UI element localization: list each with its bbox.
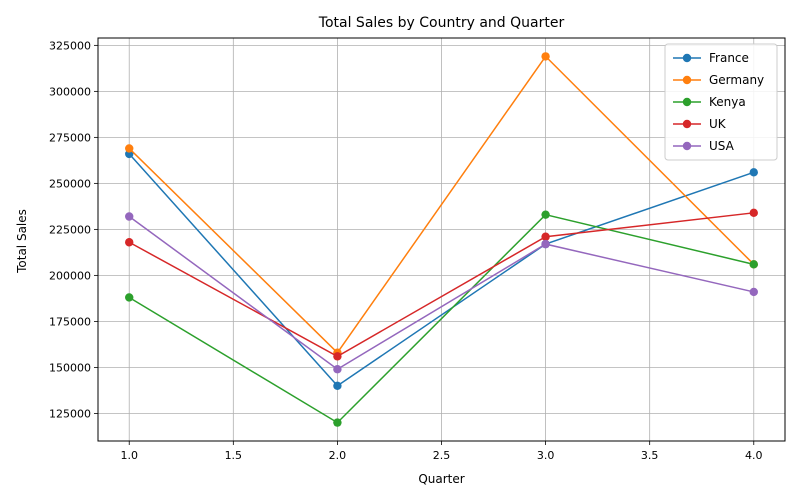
legend: France Germany Kenya UK USA [664, 43, 778, 161]
x-tick-label: 2.0 [329, 449, 347, 462]
data-point-germany [125, 144, 134, 153]
data-point-france [749, 168, 758, 177]
legend-item-germany: Germany [673, 73, 764, 87]
legend-box [664, 43, 778, 161]
y-tick-label: 300000 [49, 85, 91, 98]
data-point-usa [541, 239, 550, 249]
series-line-germany [128, 55, 755, 354]
data-point-usa [333, 365, 342, 374]
series-line-france [128, 153, 755, 387]
legend-item-uk: UK [673, 117, 727, 131]
y-tick-label: 175000 [49, 315, 91, 328]
y-tick-label: 200000 [49, 269, 91, 282]
data-point-uk [541, 232, 550, 241]
x-tick-label: 1.5 [225, 449, 243, 462]
legend-label-usa: USA [709, 139, 735, 153]
legend-label-france: France [709, 51, 749, 65]
x-axis-label: Quarter [418, 472, 464, 486]
y-tick-label: 150000 [49, 361, 91, 374]
x-tick-label: 2.5 [433, 449, 451, 462]
x-tick-label: 3.5 [641, 449, 659, 462]
y-tick-label: 275000 [49, 131, 91, 144]
chart-title: Total Sales by Country and Quarter [318, 15, 565, 31]
legend-item-france: France [673, 51, 749, 65]
series-kenya [125, 210, 758, 427]
series-usa [125, 212, 758, 374]
legend-marker-germany [682, 75, 692, 85]
data-point-uk [125, 238, 134, 247]
data-point-kenya [541, 210, 550, 219]
x-tick-label: 1.0 [120, 449, 138, 462]
series-line-kenya [128, 213, 754, 424]
legend-marker-uk [682, 119, 692, 129]
data-point-germany [541, 52, 550, 61]
y-axis-label: Total Sales [15, 209, 29, 274]
grid [98, 38, 785, 441]
series-uk [125, 208, 758, 361]
y-tick-label: 325000 [49, 39, 91, 52]
legend-marker-kenya [682, 97, 692, 107]
series-line-uk [128, 212, 754, 358]
data-point-kenya [749, 260, 758, 269]
data-point-uk [333, 352, 342, 361]
legend-label-uk: UK [709, 117, 727, 131]
data-point-uk [749, 208, 758, 218]
data-point-kenya [333, 418, 342, 427]
x-tick-label: 4.0 [745, 449, 763, 462]
y-tick-label: 225000 [49, 223, 91, 236]
y-tick-label: 125000 [49, 407, 91, 420]
series-line-usa [128, 215, 754, 371]
legend-item-kenya: Kenya [673, 95, 746, 109]
data-point-france [333, 381, 342, 390]
y-tick-label: 250000 [49, 177, 91, 190]
data-point-usa [125, 212, 134, 221]
x-tick-label: 3.0 [537, 449, 555, 462]
legend-label-kenya: Kenya [709, 95, 746, 109]
legend-marker-france [682, 53, 692, 63]
legend-item-usa: USA [673, 139, 735, 153]
legend-marker-usa [682, 141, 692, 151]
axis-ticks: 1.0 1.5 2.0 2.5 3.0 3.5 4.0 125000 150000 175000 2… [49, 39, 763, 462]
data-point-usa [749, 287, 758, 297]
series-group [125, 52, 758, 427]
data-point-kenya [125, 293, 134, 302]
legend-label-germany: Germany [709, 73, 764, 87]
